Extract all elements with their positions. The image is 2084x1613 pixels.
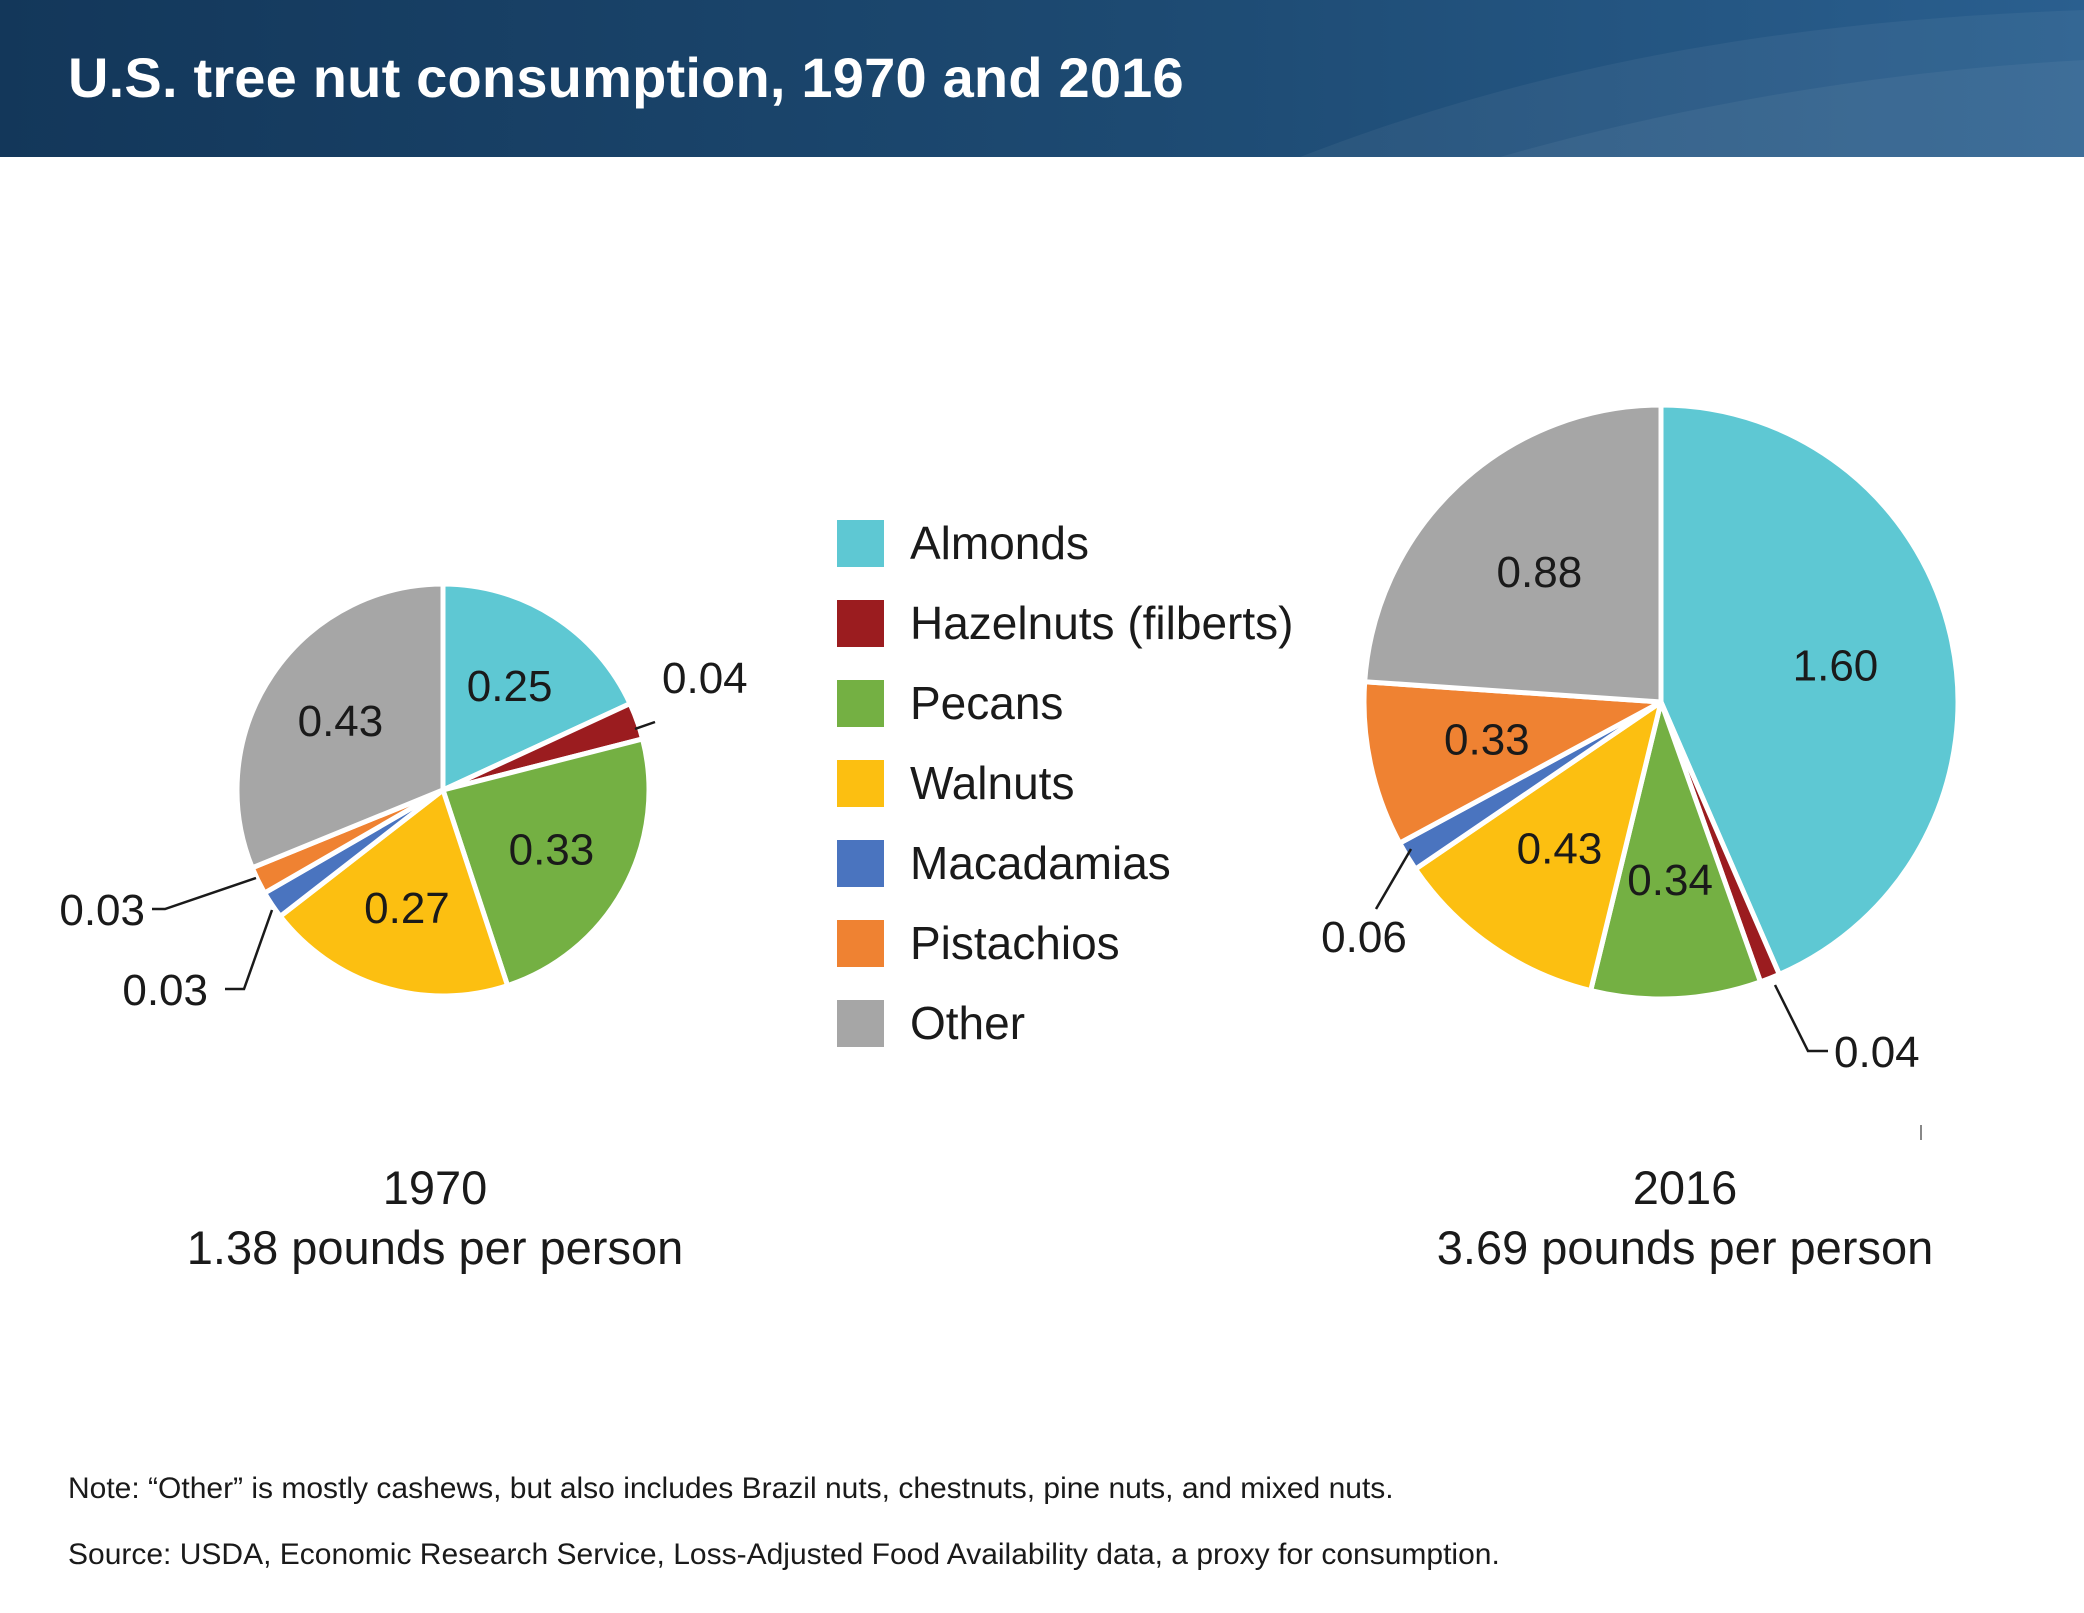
data-label-2016-pistachios: 0.33 [1444,716,1530,765]
caption-1970-total: 1.38 pounds per person [186,1221,684,1274]
slice-2016-pecans [1588,699,1763,1002]
leader-line-1970-hazelnuts-filberts [634,720,656,731]
legend-label-hazelnuts: Hazelnuts (filberts) [910,597,1294,649]
caption-2016-year: 2016 [1632,1161,1738,1214]
slice-2016-other [1362,402,1664,705]
data-label-1970-macadamias: 0.03 [122,966,208,1015]
legend-item-hazelnuts: Hazelnuts (filberts) [837,583,1293,663]
slice-1970-pecans [440,736,652,989]
leader-line-2016-macadamias [1374,848,1413,910]
legend-label-almonds: Almonds [910,517,1089,569]
caption-1970: 1970 1.38 pounds per person [135,1158,735,1278]
source-note: Source: USDA, Economic Research Service,… [68,1538,1500,1571]
slice-2016-almonds [1658,402,1961,977]
slice-1970-walnuts [277,787,511,999]
leader-line-1970-pistachios [152,876,257,911]
legend-swatch-walnuts [837,759,884,807]
data-label-1970-hazelnuts-filberts: 0.04 [662,654,748,703]
slice-2016-pistachios [1361,679,1664,846]
data-label-2016-almonds: 1.60 [1793,642,1879,691]
legend-label-macadamias: Macadamias [910,837,1171,889]
legend-swatch-almonds [837,519,884,567]
chart-title: U.S. tree nut consumption, 1970 and 2016 [68,46,1184,109]
legend-swatch-pistachios [837,919,884,967]
data-label-2016-hazelnuts-filberts: 0.04 [1834,1028,1920,1077]
slice-1970-almonds [440,581,633,793]
legend-swatch-hazelnuts [837,599,884,647]
legend-label-pistachios: Pistachios [910,917,1120,969]
leader-line-2016-hazelnuts-filberts [1773,984,1828,1053]
legend-item-walnuts: Walnuts [837,743,1293,823]
legend-swatch-macadamias [837,839,884,887]
data-label-2016-walnuts: 0.43 [1517,824,1603,873]
caption-1970-year: 1970 [382,1161,488,1214]
data-label-1970-pistachios: 0.03 [59,886,145,935]
legend-label-other: Other [910,997,1026,1049]
pie-2016: 1.60 0.04 0.34 0.43 0.06 0.33 0.88 [1321,402,1961,1077]
legend-label-walnuts: Walnuts [910,757,1075,809]
data-label-2016-pecans: 0.34 [1627,856,1713,905]
legend-swatch-other [837,999,884,1047]
legend-item-pistachios: Pistachios [837,903,1293,983]
legend: Almonds Hazelnuts (filberts) Pecans Waln… [837,503,1293,1063]
data-label-1970-walnuts: 0.27 [364,884,450,933]
pie-1970: 0.25 0.04 0.33 0.27 0.03 0.03 0.43 [59,581,748,1015]
legend-item-pecans: Pecans [837,663,1293,743]
caption-2016: 2016 3.69 pounds per person [1385,1158,1985,1278]
header-banner: U.S. tree nut consumption, 1970 and 2016 [0,0,2084,157]
slice-1970-other [234,581,446,871]
pie-charts: 0.25 0.04 0.33 0.27 0.03 0.03 0.43 1.60 0.04 0.34… [59,402,1961,1140]
legend-item-macadamias: Macadamias [837,823,1293,903]
data-label-1970-almonds: 0.25 [467,662,553,711]
leader-line-1970-macadamias [225,909,274,991]
caption-2016-total: 3.69 pounds per person [1436,1221,1934,1274]
data-label-2016-macadamias: 0.06 [1321,913,1407,962]
footnote: Note: “Other” is mostly cashews, but als… [68,1472,1394,1505]
data-label-1970-other: 0.43 [298,697,384,746]
slice-2016-walnuts [1412,699,1664,994]
legend-item-other: Other [837,983,1293,1063]
legend-swatch-pecans [837,679,884,727]
legend-label-pecans: Pecans [910,677,1064,729]
data-label-2016-other: 0.88 [1497,548,1583,597]
data-label-1970-pecans: 0.33 [509,825,595,874]
header-decoration [1300,10,2084,157]
legend-item-almonds: Almonds [837,503,1293,583]
